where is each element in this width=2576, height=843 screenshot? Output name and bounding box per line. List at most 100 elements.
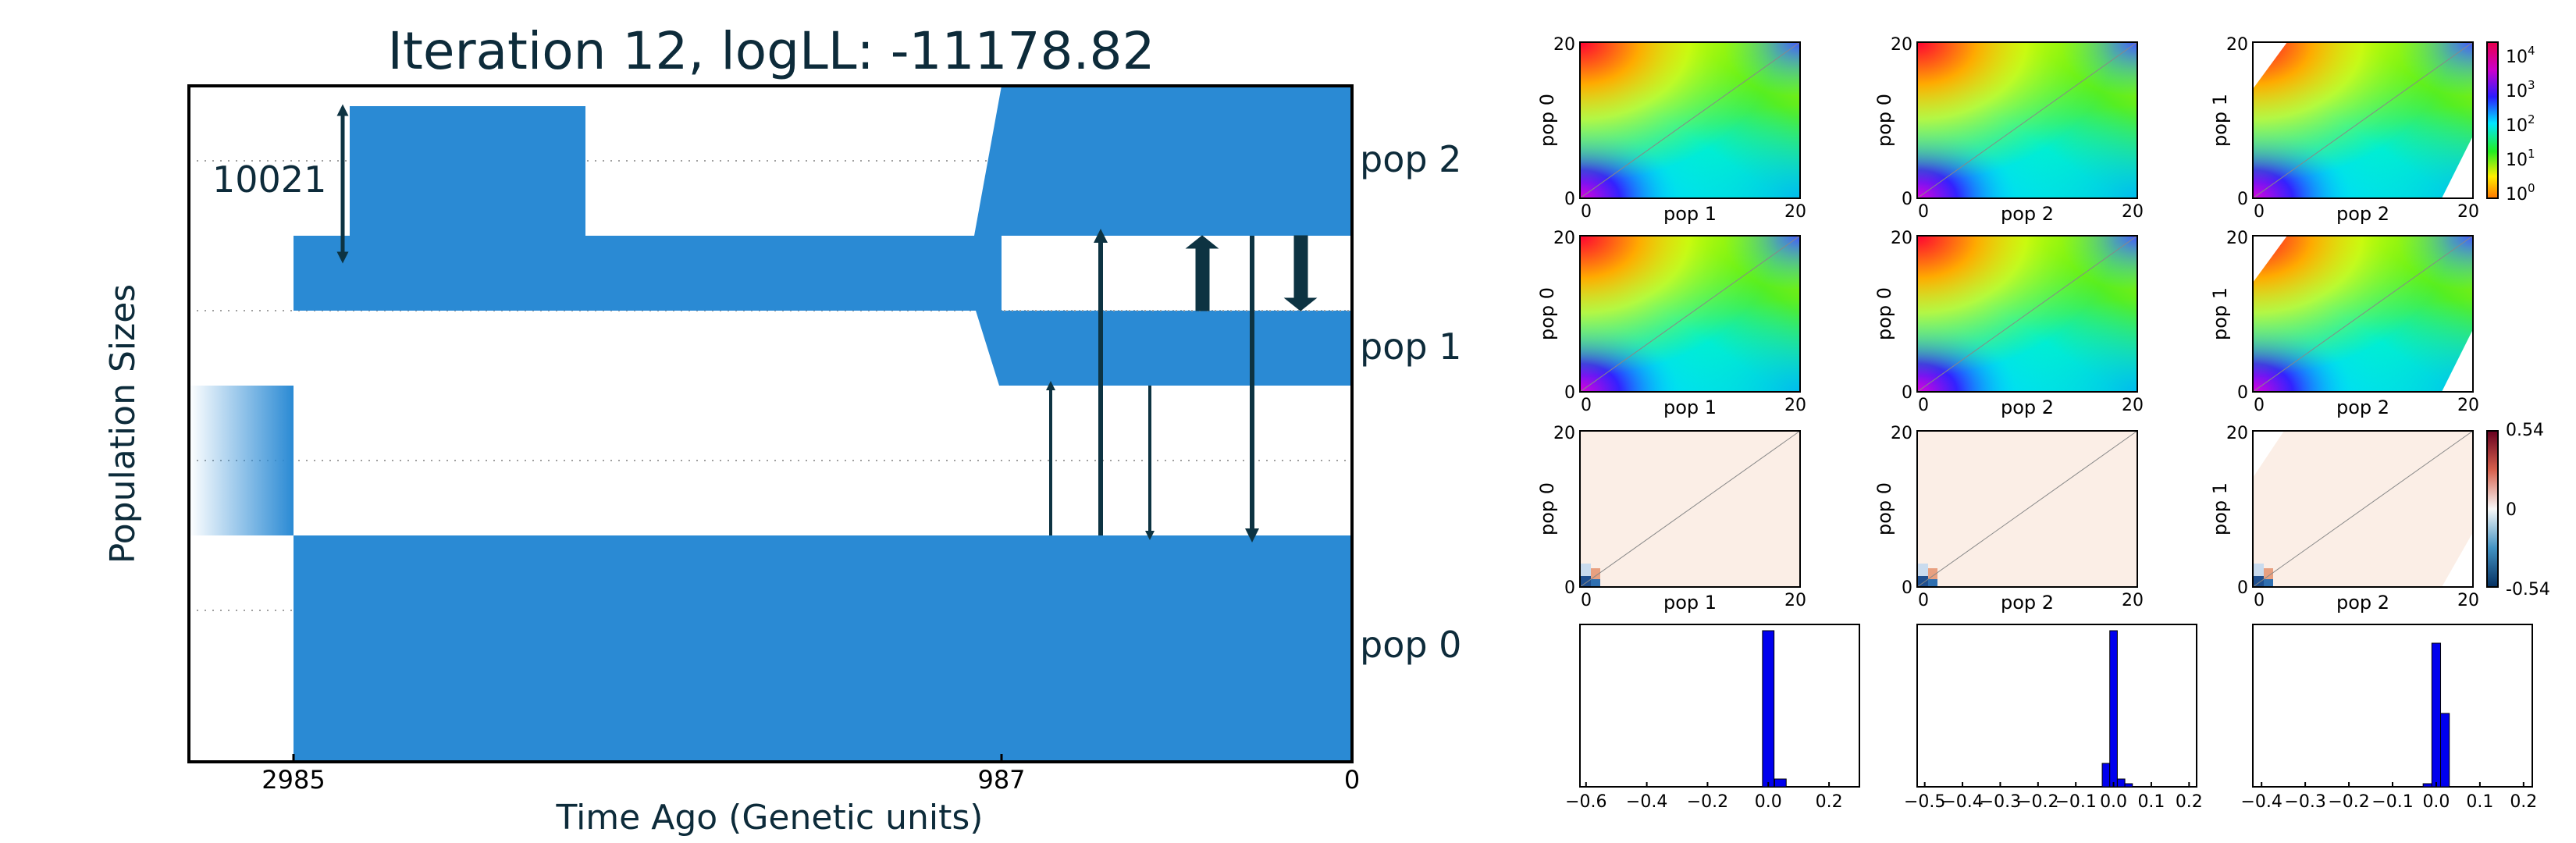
heatmap-panel: 0 20 0 20 pop 1 pop 0	[1536, 35, 1806, 225]
heatmap-xlabel: pop 1	[1663, 592, 1717, 614]
pop2-bump	[350, 106, 585, 239]
migration-arrows	[1046, 229, 1318, 542]
heatmap-xlabel: pop 1	[1663, 203, 1717, 225]
heatmap-panel: 0 20 0 20 pop 2 pop 0	[1873, 424, 2144, 614]
heatmap-ytick: 20	[1553, 35, 1575, 55]
migration-arrow-head	[1185, 235, 1219, 249]
heatmap-ylabel: pop 1	[2209, 287, 2231, 340]
pop0-label: pop 0	[1360, 624, 1461, 666]
histogram-bar	[2101, 763, 2111, 788]
size-annotation-label: 10021	[212, 158, 326, 201]
residual-colorbar-tick: 0.54	[2506, 421, 2544, 440]
heatmap-xtick: 0	[1918, 396, 1929, 415]
heatmap-ytick: 0	[1902, 190, 1912, 209]
histogram-tick-label: −0.1	[2055, 792, 2096, 812]
histogram-tick-label: −0.4	[1941, 792, 1983, 812]
diagonal-line	[1579, 430, 1801, 588]
diagonal-line	[2252, 430, 2474, 588]
histogram-panel: −0.4 −0.3 −0.2 −0.1 0.0 0.1 0.2	[2240, 624, 2537, 812]
histogram-tick-label: −0.6	[1565, 792, 1606, 812]
heatmap-ytick: 20	[1891, 424, 1912, 443]
log-colorbar-tick: 101	[2506, 147, 2535, 170]
histogram-bar	[2422, 783, 2432, 788]
y-axis-label: Population Sizes	[103, 284, 143, 564]
heatmap-panel: 0 20 0 20 pop 2 pop 0	[1873, 229, 2144, 418]
heatmap-ytick: 20	[2226, 35, 2248, 55]
heatmap-panel: 0 20 0 20 pop 2 pop 0	[1873, 35, 2144, 225]
heatmap-xlabel: pop 2	[2001, 592, 2054, 614]
heatmap-xtick: 20	[2122, 396, 2144, 415]
histogram-tick-label: 0.0	[1755, 792, 1782, 812]
migration-arrow	[1195, 247, 1210, 311]
pop1-band-early	[294, 236, 1002, 311]
heatmap-cell	[1917, 576, 1928, 587]
residual-colorbar-tick: 0	[2506, 500, 2517, 520]
heatmap-ylabel: pop 0	[1873, 94, 1895, 147]
heatmap-cell	[1591, 579, 1600, 587]
heatmap-mask	[2442, 136, 2473, 198]
heatmap-xtick: 20	[1784, 591, 1806, 610]
histogram-tick-label: −0.1	[2371, 792, 2413, 812]
log-colorbar: 104 103 102 101 100	[2486, 41, 2535, 205]
heatmap-ytick: 0	[2237, 190, 2248, 209]
histogram-frame	[1579, 624, 1860, 788]
heatmap-xtick: 20	[2457, 591, 2479, 610]
heatmap-ytick: 0	[1902, 383, 1912, 403]
heatmap-ytick: 0	[2237, 578, 2248, 598]
heatmap-xlabel: pop 2	[2001, 397, 2054, 418]
pop1-label: pop 1	[1360, 325, 1461, 368]
heatmap-xlabel: pop 2	[2001, 203, 2054, 225]
migration-arrow	[1293, 235, 1308, 299]
demography-title: Iteration 12, logLL: -11178.82	[388, 21, 1155, 81]
migration-arrow-head	[1283, 297, 1318, 311]
heatmap-panel: 0 20 0 20 pop 2 pop 1	[2209, 35, 2479, 225]
histogram-tick-label: 0.2	[2176, 792, 2203, 812]
diagonal-line	[1916, 430, 2138, 588]
heatmap-xlabel: pop 1	[1663, 397, 1717, 418]
heatmap-cell	[1580, 576, 1591, 587]
heatmap-xtick: 20	[1784, 202, 1806, 222]
heatmap-cell	[2264, 579, 2273, 587]
histogram-tick-label: −0.2	[2017, 792, 2058, 812]
heatmap-ylabel: pop 1	[2209, 482, 2231, 535]
sfs-panels: 0 20 0 20 pop 1 pop 0 0 20 0 20 pop 2 pop 0 0 20 0 20 po…	[1536, 35, 2537, 812]
heatmap-cell	[1928, 568, 1937, 579]
heatmap-ytick: 20	[1891, 229, 1912, 248]
histogram-tick-label: 0.1	[2137, 792, 2165, 812]
pop2-band	[974, 86, 1352, 236]
heatmap-frame	[1916, 41, 2138, 199]
diagonal-line	[1579, 41, 1801, 199]
log-colorbar-tick: 100	[2506, 181, 2535, 205]
histogram-bar	[2109, 630, 2118, 788]
heatmap-xtick: 0	[1581, 591, 1592, 610]
heatmap-cell	[2264, 568, 2273, 579]
log-colorbar-tick: 103	[2506, 78, 2535, 101]
heatmap-frame	[2252, 41, 2474, 199]
heatmap-ylabel: pop 0	[1873, 482, 1895, 535]
pop0-band	[294, 535, 1352, 762]
heatmap-ytick: 20	[1891, 35, 1912, 55]
heatmap-ytick: 0	[2237, 383, 2248, 403]
histogram-tick-label: 0.0	[2100, 792, 2127, 812]
heatmap-frame	[1916, 430, 2138, 588]
diagonal-line	[2252, 41, 2474, 199]
heatmap-panel: 0 20 0 20 pop 2 pop 1	[2209, 424, 2479, 614]
pop1-split-wedge	[976, 311, 1007, 386]
heatmap-ylabel: pop 0	[1536, 482, 1558, 535]
heatmap-frame	[1916, 235, 2138, 393]
heatmap-xtick: 0	[2254, 396, 2265, 415]
heatmap-frame	[1579, 41, 1801, 199]
heatmap-panel: 0 20 0 20 pop 2 pop 1	[2209, 229, 2479, 418]
heatmap-xlabel: pop 2	[2336, 397, 2389, 418]
histogram-bar	[2124, 783, 2133, 788]
heatmap-ylabel: pop 1	[2209, 94, 2231, 147]
heatmap-ytick: 0	[1564, 190, 1575, 209]
histogram-frame	[2252, 624, 2533, 788]
log-colorbar-tick: 102	[2506, 112, 2535, 136]
histogram-tick-label: −0.2	[1687, 792, 1728, 812]
heatmap-xlabel: pop 2	[2336, 592, 2389, 614]
histogram-tick-label: −0.5	[1904, 792, 1945, 812]
histogram-tick-label: 0.1	[2466, 792, 2493, 812]
heatmap-ylabel: pop 0	[1536, 287, 1558, 340]
